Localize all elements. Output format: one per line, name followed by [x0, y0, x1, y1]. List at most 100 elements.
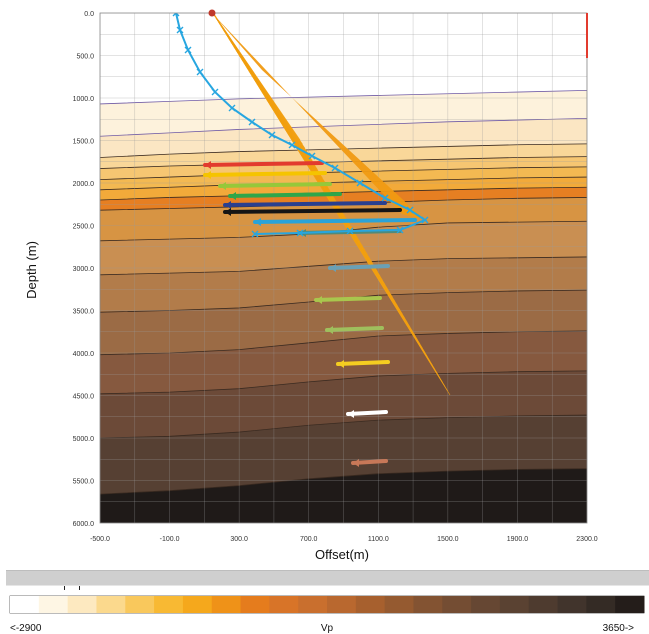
right-edge-marker	[586, 13, 588, 58]
well-marker	[184, 46, 192, 54]
y-tick-labels: 0.0 500.0 1000.0 1500.0 2000.0 2500.0 3000.0 35…	[73, 11, 95, 528]
well-marker	[396, 226, 404, 234]
receiver-arrivals	[314, 296, 382, 302]
colorbar-swatch	[240, 596, 270, 613]
colorbar-swatch	[38, 596, 69, 613]
colorbar-segments	[10, 596, 645, 613]
colorbar-max-label: 3650->	[603, 623, 635, 634]
y-tick-label: 2000.0	[73, 181, 95, 188]
receiver-arrivals	[328, 264, 390, 270]
receiver-arrivals	[325, 326, 384, 332]
colorbar-swatch	[125, 596, 155, 613]
y-axis-title: Depth (m)	[24, 241, 39, 299]
well-marker	[288, 141, 296, 149]
receiver-arrow	[225, 208, 231, 216]
well-marker	[228, 104, 236, 112]
well-marker	[308, 152, 316, 160]
well-marker	[331, 164, 339, 172]
colorbar-swatch	[269, 596, 299, 613]
colorbar-swatch	[67, 596, 97, 613]
receiver-arrow	[353, 459, 359, 467]
x-tick-label: -100.0	[160, 536, 180, 543]
colorbar-swatch	[182, 596, 213, 613]
y-tick-label: 3500.0	[73, 309, 95, 316]
colorbar-swatch	[298, 596, 328, 613]
receiver-gathers	[203, 161, 417, 467]
receiver-arrivals	[203, 171, 327, 177]
x-tick-label: 700.0	[300, 536, 318, 543]
receiver-arrivals	[218, 182, 332, 188]
y-tick-label: 0.0	[84, 11, 94, 18]
well-marker	[268, 131, 276, 139]
receiver-arrow	[225, 201, 231, 209]
well-marker	[346, 227, 354, 235]
well-marker	[421, 216, 429, 224]
y-tick-label: 5000.0	[73, 436, 95, 443]
horizontal-scrollbar[interactable]	[6, 570, 649, 586]
well-trajectory	[172, 13, 429, 238]
receiver-arrivals	[228, 192, 342, 198]
colorbar-swatch	[442, 596, 472, 613]
colorbar-swatch	[355, 596, 386, 613]
receiver-arrow	[205, 171, 211, 179]
y-tick-label: 5500.0	[73, 479, 95, 486]
x-tick-label: 1500.0	[437, 536, 459, 543]
colorbar-swatch	[557, 596, 587, 613]
colorbar-swatch	[384, 596, 414, 613]
colorbar-title: Vp	[321, 623, 334, 634]
colorbar-swatch	[154, 596, 184, 613]
well-marker	[381, 194, 389, 202]
receiver-arrow	[230, 192, 236, 200]
colorbar-swatch	[586, 596, 616, 613]
well-marker	[172, 13, 180, 17]
x-tick-label: 300.0	[230, 536, 248, 543]
receiver-arrivals	[203, 161, 324, 167]
x-axis-title: Offset(m)	[315, 547, 369, 562]
receiver-arrow	[205, 161, 211, 169]
receiver-arrivals	[223, 208, 402, 214]
well-marker	[356, 179, 364, 187]
receiver-arrow	[316, 296, 322, 304]
well-marker	[251, 230, 259, 238]
y-tick-label: 6000.0	[73, 521, 95, 528]
receiver-arrow	[330, 264, 336, 272]
grid-lines	[100, 13, 587, 523]
x-tick-label: 1900.0	[507, 536, 529, 543]
y-tick-label: 4500.0	[73, 394, 95, 401]
scroll-position-marker[interactable]	[64, 586, 80, 590]
well-marker	[176, 26, 184, 34]
colorbar-swatch	[10, 596, 40, 613]
colorbar-swatch	[615, 596, 645, 613]
well-marker	[296, 229, 304, 237]
y-tick-label: 1000.0	[73, 96, 95, 103]
receiver-arrow	[255, 218, 261, 226]
colorbar-swatch	[528, 596, 559, 613]
receiver-arrow	[338, 360, 344, 368]
colorbar-swatch	[471, 596, 501, 613]
receiver-arrow	[348, 410, 354, 418]
colorbar-swatch	[96, 596, 126, 613]
y-tick-label: 2500.0	[73, 224, 95, 231]
y-tick-label: 4000.0	[73, 351, 95, 358]
y-tick-label: 500.0	[76, 54, 94, 61]
x-tick-label: 2300.0	[576, 536, 598, 543]
receiver-arrivals	[336, 360, 390, 366]
well-marker	[406, 206, 414, 214]
receiver-arrow	[220, 182, 226, 190]
x-tick-label: 1100.0	[368, 536, 389, 543]
x-tick-label: -500.0	[90, 536, 110, 543]
y-tick-label: 3000.0	[73, 266, 95, 273]
receiver-arrivals	[346, 410, 388, 416]
y-tick-label: 1500.0	[73, 139, 95, 146]
colorbar-swatch	[211, 596, 242, 613]
receiver-arrivals	[253, 218, 417, 224]
well-marker	[211, 88, 219, 96]
colorbar-swatch	[327, 596, 357, 613]
colorbar-min-label: <-2900	[10, 623, 42, 634]
colorbar-swatch	[499, 596, 530, 613]
well-marker	[248, 118, 256, 126]
receiver-arrivals	[223, 201, 387, 207]
well-marker	[196, 68, 204, 76]
plot-frame	[99, 12, 588, 524]
